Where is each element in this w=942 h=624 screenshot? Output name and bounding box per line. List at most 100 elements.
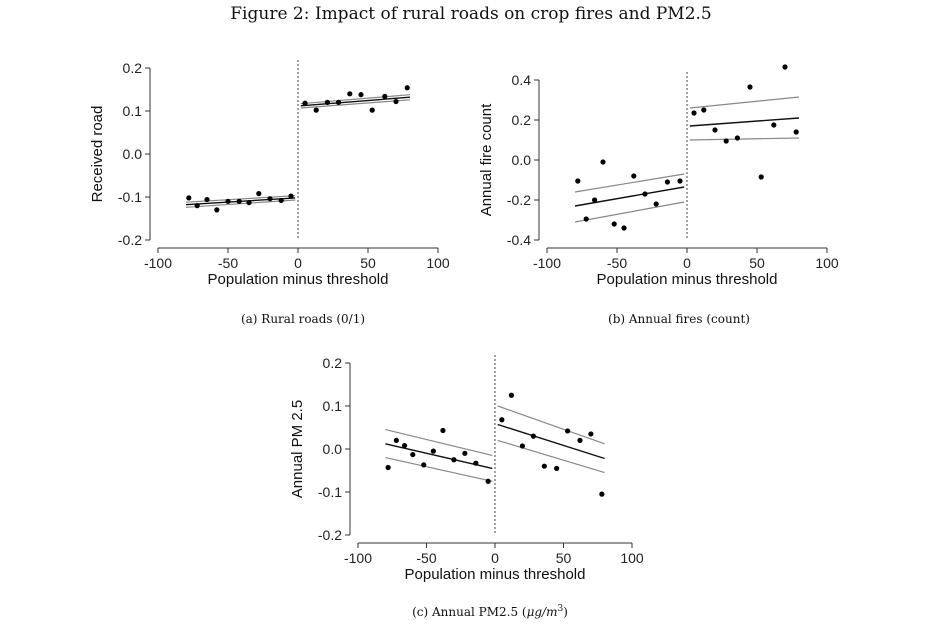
data-point [592,197,598,203]
data-point [577,437,583,443]
data-point [747,84,753,90]
data-point [541,463,547,469]
y-tick-label: 0.0 [323,441,343,457]
fit-line-left [574,186,685,207]
data-point [723,138,729,144]
data-point [430,448,436,454]
panel-b-chart: -0.4 -0.2 0.0 0.2 0.4 -100 -50 0 50 100 Population… [478,64,839,288]
ci-upper-left [385,429,493,456]
ci-lower-right [300,99,411,109]
data-point [530,433,536,439]
data-point [256,190,262,197]
y-tick-label: -0.2 [318,527,342,543]
data-point [440,427,446,434]
y-tick-label: 0.0 [123,146,143,162]
data-point [554,465,560,471]
panel-c-chart: -0.2 -0.1 0.0 0.1 0.2 -100 -50 0 50 100 Population… [289,355,644,583]
data-point [288,193,294,199]
x-tick-label: 100 [426,255,450,271]
data-point [313,107,319,113]
data-point [393,437,399,443]
data-point [225,198,231,204]
data-point [508,392,515,398]
data-point [236,198,242,204]
y-tick-label: 0.2 [512,112,532,128]
data-point [499,417,505,423]
y-tick-label: 0.2 [123,60,143,76]
data-point [336,99,342,105]
caption-c-unit: μg/m [526,605,558,619]
y-tick-label: 0.1 [123,103,143,119]
data-point [600,159,606,165]
data-point [385,464,391,471]
data-point [631,173,637,179]
y-axis-label: Annual PM 2.5 [289,400,306,498]
data-point [575,178,581,184]
data-point [712,127,718,133]
data-point [462,450,468,456]
fit-line-right [497,423,605,460]
x-tick-label: 0 [294,255,302,271]
y-axis-label: Annual fire count [478,103,495,216]
y-tick-label: 0.0 [512,152,532,168]
data-point [793,129,799,135]
x-tick-label: 50 [556,550,572,566]
ci-upper-left [185,195,296,203]
x-axis-label: Population minus threshold [208,271,389,288]
x-tick-label: -50 [607,255,627,271]
data-point [410,451,416,458]
ci-lower-left [574,201,685,223]
x-tick-label: -100 [533,255,561,271]
data-point [369,107,375,113]
ci-upper-right [497,405,605,445]
data-point [194,203,200,209]
x-tick-label: 100 [815,255,839,271]
data-point [382,93,388,99]
caption-c: (c) Annual PM2.5 (μg/m3) [360,604,620,619]
data-point [214,207,220,213]
data-point [485,478,491,484]
data-point [473,460,479,466]
x-axis-label: Population minus threshold [405,566,586,583]
panel-a-chart: -0.2 -0.1 0.0 0.1 0.2 -100 -50 0 50 100 Population… [89,60,450,288]
ci-lower-right [689,137,800,141]
ci-upper-right [689,96,800,109]
data-point [401,442,408,449]
caption-b: (b) Annual fires (count) [608,312,750,326]
data-point [421,462,427,468]
fit-line-right [300,96,411,107]
figure-title: Figure 2: Impact of rural roads on crop … [230,4,712,24]
data-point [782,64,788,70]
y-tick-label: -0.1 [318,484,342,500]
data-point [347,91,353,97]
y-tick-label: -0.2 [118,232,142,248]
caption-c-sup: 3 [557,604,564,614]
data-point [404,85,410,91]
data-point [677,178,683,184]
ci-upper-left [574,173,685,193]
x-tick-label: -100 [144,255,172,271]
caption-c-suffix: ) [563,605,568,619]
y-tick-label: -0.4 [507,232,531,248]
ci-upper-right [300,94,411,105]
x-tick-label: -100 [344,550,372,566]
y-tick-label: 0.1 [323,398,343,414]
y-tick-label: 0.2 [323,355,343,371]
data-point [701,107,707,113]
data-point [393,98,399,105]
caption-c-prefix: (c) Annual PM2.5 ( [412,605,527,619]
data-point [653,201,659,207]
x-tick-label: 100 [620,550,644,566]
data-point [324,99,330,105]
data-point [565,428,571,434]
data-point [734,135,741,141]
data-point [771,122,777,128]
ci-lower-left [385,457,493,482]
y-tick-label: -0.1 [118,189,142,205]
data-point [278,197,284,204]
data-point [302,100,308,106]
ci-lower-left [185,199,296,208]
data-point [451,457,457,463]
x-tick-label: 0 [491,550,499,566]
